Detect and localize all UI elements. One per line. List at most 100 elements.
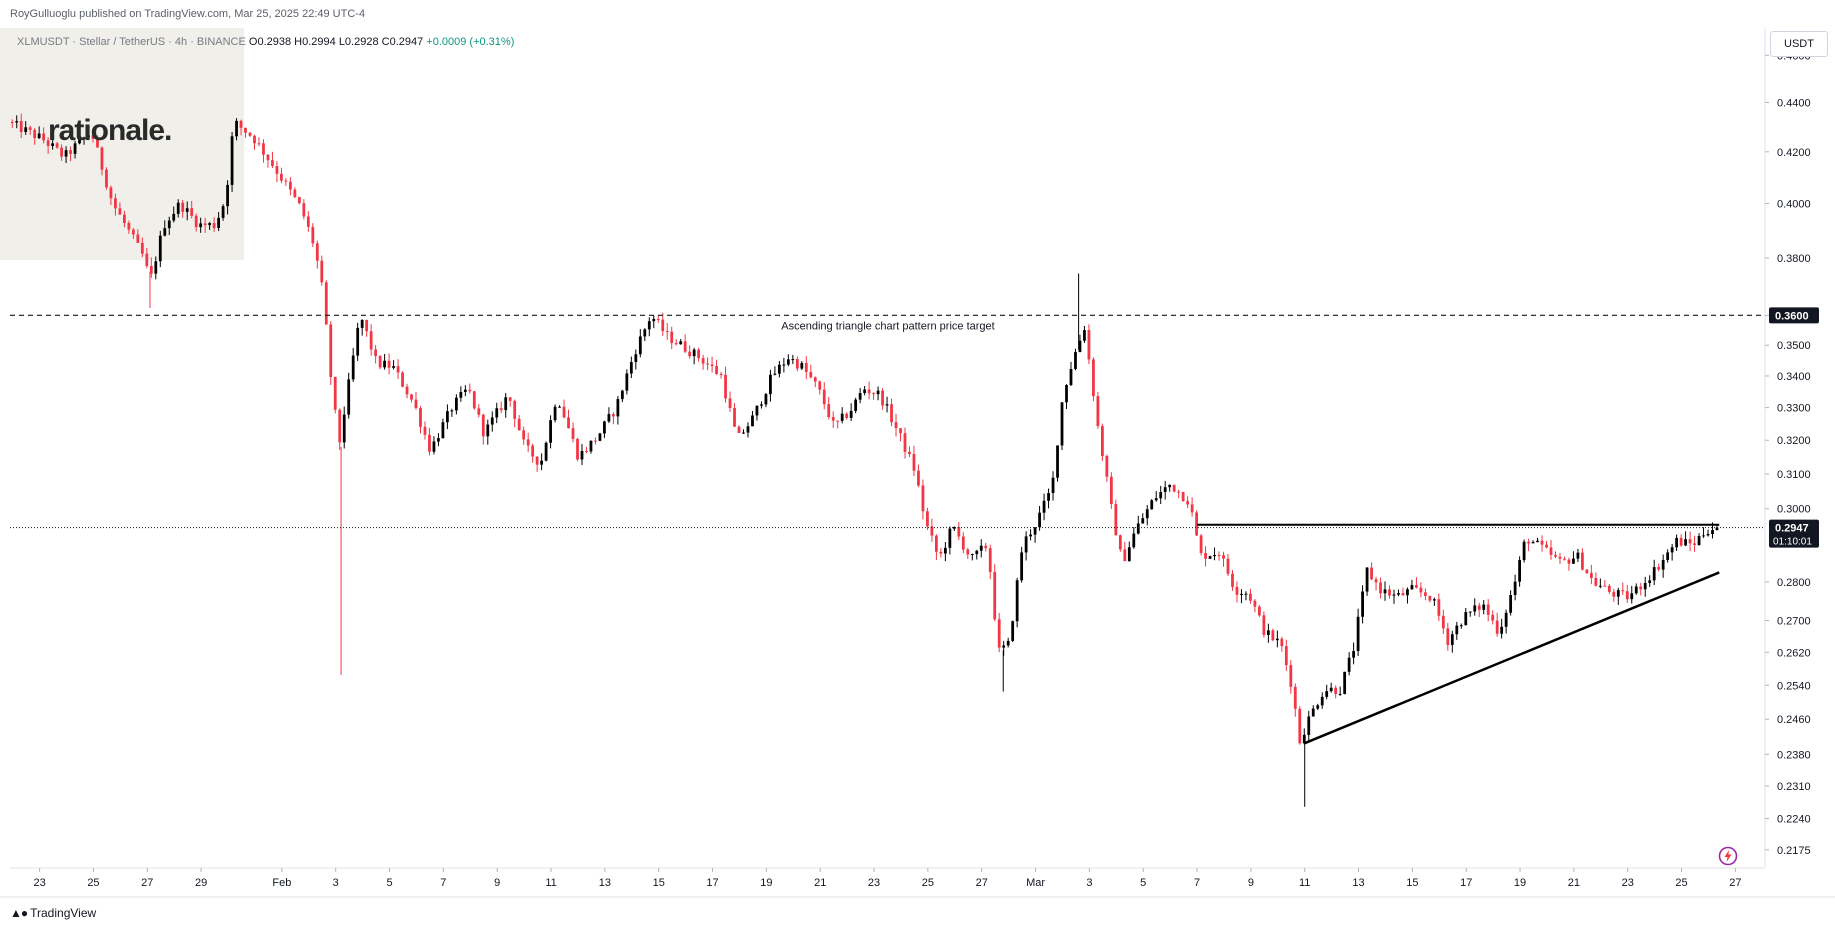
support-trendline[interactable] [1304,571,1720,745]
candle [33,128,37,145]
candle [786,354,790,367]
candle-body [1087,330,1091,360]
candle [997,613,1001,653]
time-tick-label: 13 [1352,877,1364,889]
candle [24,121,28,135]
candle-body [961,536,965,550]
candle [333,376,337,414]
candle-body [414,399,418,409]
candle-body [1437,599,1441,616]
candle-body [1464,611,1468,626]
candle-body [930,526,934,536]
candle [311,223,315,248]
candle-body [1666,552,1670,560]
candle [1419,582,1423,598]
candle [1051,471,1055,501]
candle [176,199,180,218]
candle [813,376,817,388]
time-axis[interactable]: 23 25 27 29 Feb 3 5 7 9 11 13 15 17 19 21 23 25 27 Mar 3 5 7 9… [33,868,1742,889]
candle-body [1244,593,1248,595]
candle-body [719,373,723,375]
candle-body [894,422,898,429]
candle-body [1154,498,1158,501]
lightning-icon[interactable] [1718,846,1738,866]
footer-brand[interactable]: ▲● TradingView [10,906,96,920]
candle-body [1029,534,1033,537]
candle-body [1441,615,1445,629]
candle-body [1379,582,1382,594]
candle [908,446,911,458]
candle [840,407,844,424]
candle [1446,622,1450,651]
time-tick-label: 15 [653,877,665,889]
candle-body [1249,593,1252,601]
candle-body [437,438,440,442]
candle [1379,577,1382,599]
price-tick-label: 0.4400 [1777,97,1811,109]
candle-body [993,572,997,620]
price-axis[interactable]: 0.46000.44000.42000.40000.38000.36000.35… [1765,50,1819,857]
time-tick-label: Feb [272,877,291,889]
candle-body [876,390,880,395]
time-tick-label: 7 [440,877,446,889]
candle-body [1563,558,1566,560]
candle [230,131,234,192]
candle [1361,585,1364,624]
candle [890,398,893,427]
candle [935,534,938,561]
candle [486,419,490,445]
candle [594,437,597,445]
candle [1029,529,1033,541]
candle-body [82,137,86,139]
candle-body [78,138,81,144]
candle [1078,334,1082,353]
time-tick-label: 3 [1086,877,1092,889]
candle-body [1127,547,1131,562]
time-tick-label: 11 [1299,877,1310,889]
candle-body [454,397,458,411]
candle [894,413,898,437]
candle [306,211,310,232]
candle [1065,384,1068,410]
candle [347,372,351,419]
candle [253,134,256,150]
symbol-legend[interactable]: XLMUSDT · Stellar / TetherUS · 4h · BINA… [17,36,514,48]
candle [1509,590,1513,616]
candle-body [441,422,445,439]
candle-body [51,143,55,146]
candle [670,326,674,350]
candle [688,345,692,359]
candle-body [656,318,660,320]
candle [1074,348,1077,371]
candle [629,356,633,379]
currency-button[interactable]: USDT [1770,31,1828,57]
candle [1630,585,1634,604]
time-tick-label: 27 [976,877,988,889]
candle-body [1213,555,1216,557]
time-tick-label: 17 [706,877,718,889]
candle [795,356,799,372]
candle [1347,652,1351,676]
candle-body [172,213,176,221]
candle-body [1051,477,1055,493]
candle-body [495,408,499,418]
symbol-description[interactable]: XLMUSDT · Stellar / TetherUS · 4h · BINA… [17,36,246,48]
time-tick-label: 25 [1675,877,1687,889]
candle-body [1468,611,1472,613]
price-tick-label: 0.3500 [1777,340,1811,352]
price-tick-label: 0.2700 [1777,615,1811,627]
candle-body [854,399,858,411]
candle-body [450,410,454,412]
time-tick-label: 23 [868,877,880,889]
candle-body [629,362,633,374]
price-tick-label: 0.2175 [1777,845,1811,857]
candle-body [867,389,871,394]
candle-body [131,229,135,235]
candle-body [356,327,360,356]
candle [374,345,378,364]
candle-body [1329,687,1333,692]
candle-body [1531,542,1535,544]
candle [302,199,306,220]
candle [1563,556,1566,561]
